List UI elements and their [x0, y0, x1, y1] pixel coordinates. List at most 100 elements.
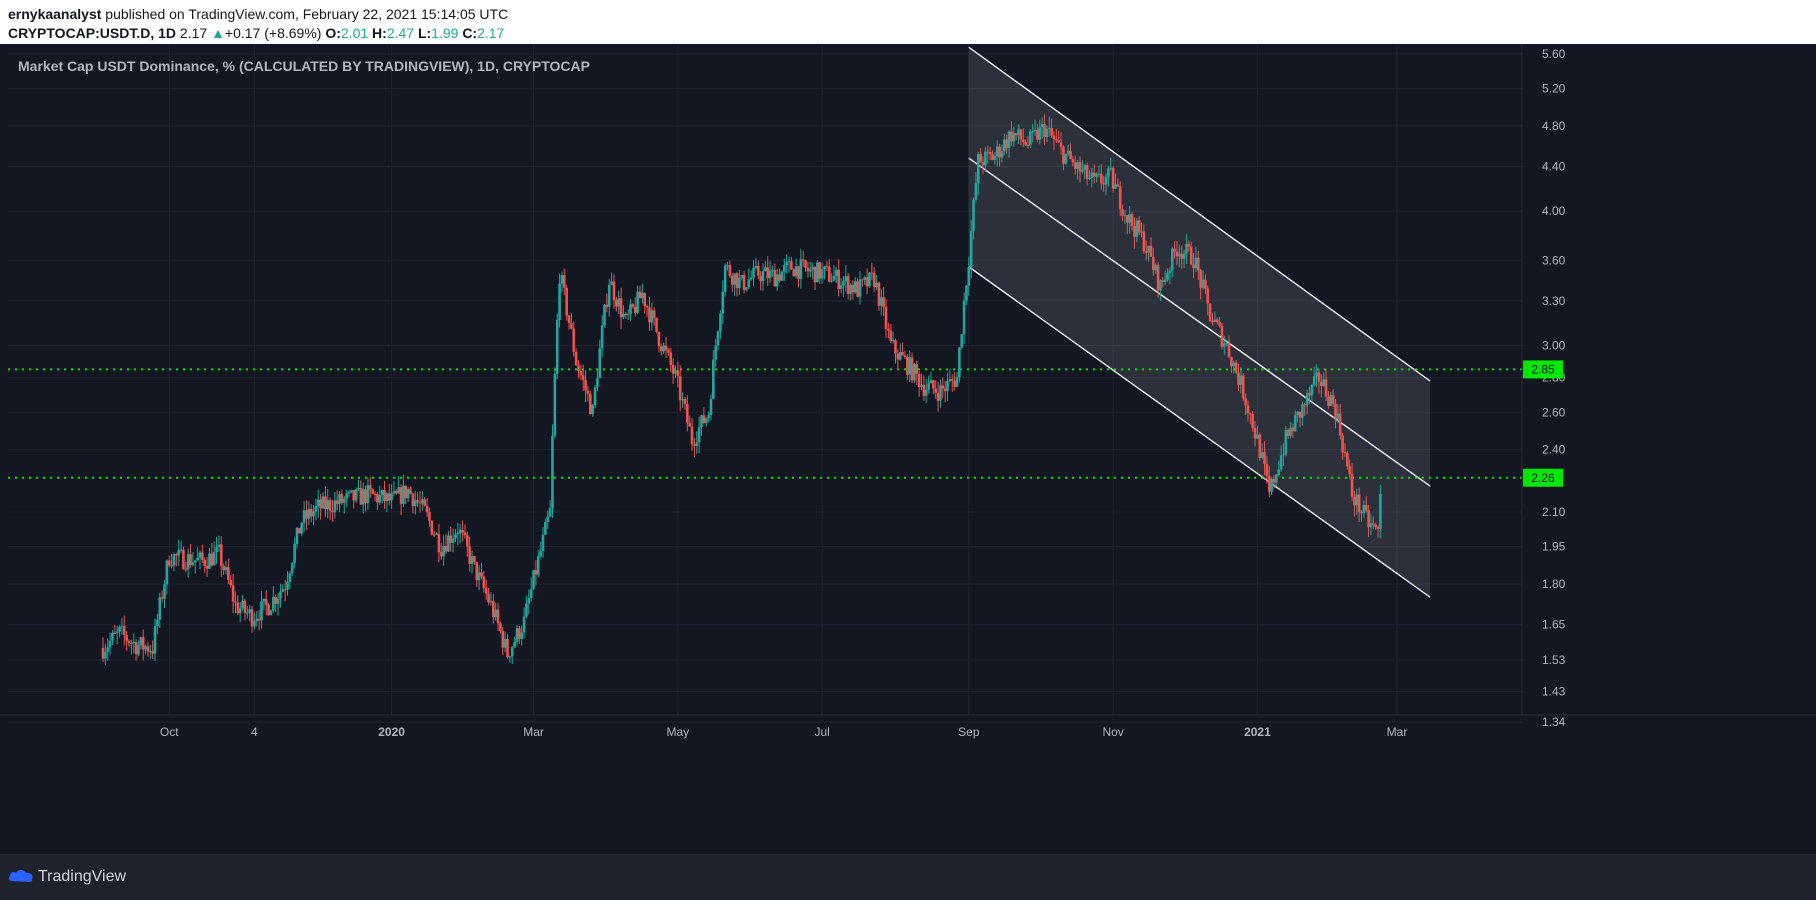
candle-body	[1341, 435, 1344, 453]
candle-body	[877, 282, 881, 306]
candle-body	[321, 496, 325, 509]
candle-body	[1223, 343, 1226, 347]
candle-body	[636, 291, 639, 313]
candle-body	[364, 489, 367, 504]
candle-body	[1090, 172, 1094, 178]
candle-body	[745, 287, 748, 290]
candle-body	[1360, 512, 1363, 514]
ohlc-line: CRYPTOCAP:USDT.D, 1D 2.17 ▲+0.17 (+8.69%…	[8, 25, 504, 41]
symbol-label: CRYPTOCAP:USDT.D, 1D	[8, 25, 177, 41]
candle-body	[293, 543, 296, 563]
candle-body	[851, 284, 855, 293]
candle-body	[1182, 253, 1186, 259]
candle-body	[1045, 128, 1049, 138]
candle-body	[234, 601, 237, 603]
candle-body	[177, 549, 181, 556]
candle-body	[288, 573, 292, 582]
candle-body	[276, 598, 280, 604]
candle-body	[1308, 393, 1311, 396]
candle-body	[1204, 279, 1207, 289]
candle-body	[421, 499, 424, 504]
candle-body	[825, 266, 829, 268]
candle-body	[432, 534, 436, 536]
candle-body	[1003, 139, 1006, 152]
candle-body	[726, 265, 729, 267]
candle-body	[231, 585, 235, 602]
price-chart[interactable]: 5.605.204.804.404.003.603.303.002.802.60…	[0, 44, 1816, 854]
candle-body	[1026, 144, 1030, 146]
x-tick-label: 2020	[378, 725, 405, 739]
candle-body	[494, 609, 497, 618]
candle-body	[527, 598, 531, 604]
candle-body	[340, 494, 344, 503]
candle-body	[1194, 257, 1198, 269]
candle-body	[1192, 264, 1195, 269]
candle-body	[1118, 186, 1122, 210]
candle-body	[913, 364, 916, 381]
candle-body	[193, 560, 197, 563]
candle-body	[1107, 168, 1110, 177]
candle-body	[253, 620, 256, 627]
candle-body	[1083, 165, 1087, 170]
candle-body	[1114, 184, 1117, 189]
candle-body	[1225, 342, 1228, 344]
chart-area[interactable]: 5.605.204.804.404.003.603.303.002.802.60…	[0, 44, 1816, 854]
candle-body	[1109, 167, 1113, 169]
candle-body	[955, 377, 959, 387]
candle-body	[858, 279, 862, 297]
candle-body	[1036, 129, 1039, 140]
candle-body	[626, 314, 630, 316]
candle-body	[1211, 321, 1214, 323]
candle-body	[1282, 454, 1285, 456]
candle-body	[1123, 215, 1127, 217]
candle-body	[1348, 466, 1351, 475]
x-tick-label: Oct	[160, 725, 179, 739]
candle-body	[671, 364, 675, 374]
y-tick-label: 1.65	[1542, 618, 1566, 632]
candle-body	[920, 384, 923, 388]
candle-body	[316, 499, 320, 507]
candle-body	[1173, 248, 1176, 252]
candle-body	[196, 557, 199, 561]
x-tick-label: Mar	[1387, 725, 1408, 739]
candle-body	[617, 298, 621, 307]
author-name[interactable]: ernykaanalyst	[8, 6, 102, 22]
candle-body	[1078, 162, 1082, 172]
y-tick-label: 2.60	[1542, 405, 1566, 419]
candle-body	[875, 282, 878, 288]
candle-body	[489, 601, 493, 603]
candle-body	[754, 265, 758, 268]
candle-body	[764, 267, 767, 272]
candle-body	[721, 291, 725, 314]
tradingview-brand[interactable]: TradingView	[38, 868, 127, 885]
candle-body	[466, 535, 469, 547]
candle-body	[1050, 127, 1053, 136]
footer: TradingView	[0, 854, 1816, 900]
level-price-label: 2.85	[1531, 362, 1555, 376]
candle-body	[212, 552, 216, 566]
candle-body	[1140, 231, 1143, 233]
candle-body	[1343, 452, 1347, 454]
candle-body	[749, 277, 753, 280]
candle-body	[655, 317, 658, 332]
candle-body	[454, 534, 457, 539]
candle-body	[813, 266, 817, 283]
candle-body	[1137, 220, 1141, 233]
candle-body	[1059, 142, 1063, 147]
candle-body	[1116, 184, 1120, 187]
close-label: C:	[462, 25, 478, 41]
candle-body	[922, 384, 926, 396]
candle-body	[115, 631, 119, 634]
candle-body	[262, 598, 266, 602]
candle-body	[773, 270, 777, 287]
candle-body	[1303, 404, 1307, 406]
candle-body	[418, 502, 422, 504]
candle-body	[1092, 172, 1096, 177]
candle-body	[345, 493, 348, 499]
candle-body	[839, 285, 843, 290]
candle-body	[333, 500, 337, 513]
candle-body	[1305, 393, 1309, 406]
candle-body	[676, 370, 680, 377]
candle-body	[300, 522, 304, 534]
candle-body	[678, 376, 682, 401]
